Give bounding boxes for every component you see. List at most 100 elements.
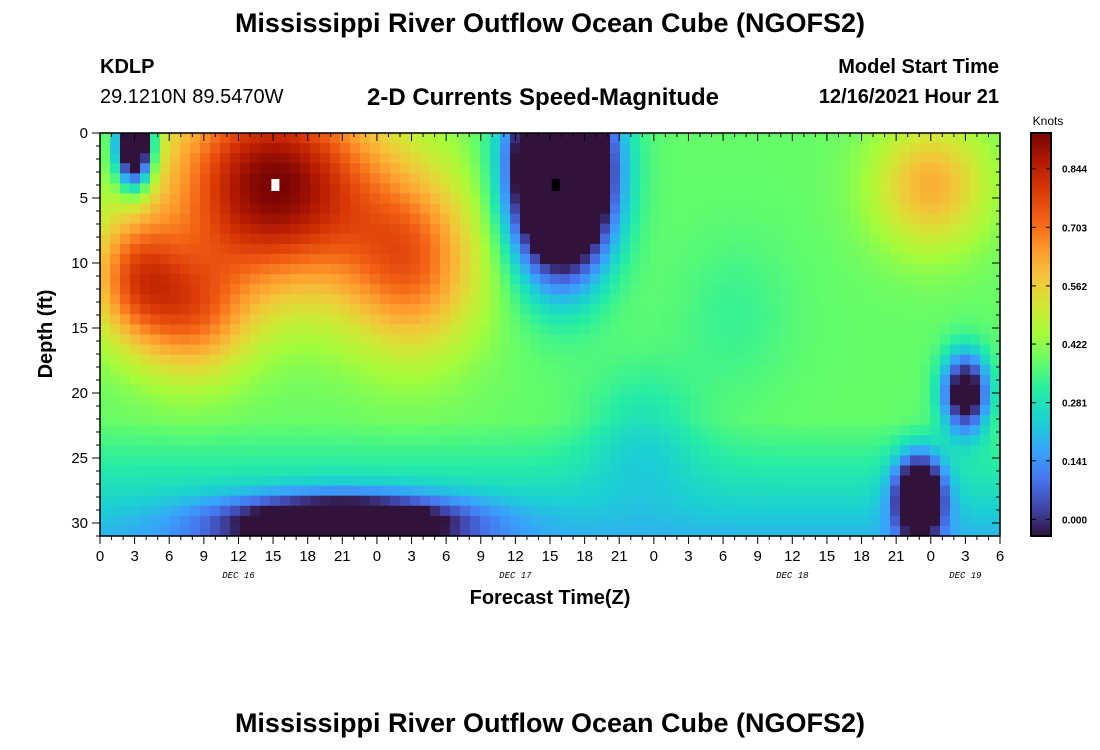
heatmap-cell: [290, 354, 301, 366]
heatmap-cell: [590, 223, 601, 235]
heatmap-cell: [620, 213, 631, 225]
heatmap-cell: [220, 405, 231, 416]
heatmap-cell: [530, 415, 541, 426]
heatmap-cell: [300, 334, 311, 346]
heatmap-cell: [500, 394, 511, 406]
heatmap-cell: [360, 354, 371, 366]
heatmap-cell: [260, 324, 271, 336]
heatmap-cell: [100, 284, 111, 295]
heatmap-cell: [910, 334, 921, 346]
heatmap-cell: [500, 475, 511, 487]
heatmap-cell: [810, 515, 821, 527]
heatmap-cell: [930, 364, 941, 376]
heatmap-cell: [170, 294, 181, 305]
heatmap-cell: [930, 455, 941, 467]
heatmap-cell: [350, 334, 361, 346]
heatmap-cell: [990, 173, 1001, 184]
heatmap-cell: [880, 455, 891, 467]
heatmap-cell: [800, 405, 811, 416]
heatmap-cell: [590, 435, 601, 446]
heatmap-cell: [630, 223, 641, 235]
heatmap-cell: [120, 475, 131, 487]
heatmap-cell: [260, 284, 271, 295]
heatmap-cell: [410, 525, 421, 537]
heatmap-cell: [830, 243, 841, 255]
heatmap-cell: [850, 153, 861, 164]
heatmap-cell: [950, 465, 961, 477]
heatmap-cell: [300, 173, 311, 184]
heatmap-cell: [610, 364, 621, 376]
heatmap-cell: [630, 485, 641, 497]
heatmap-cell: [740, 203, 751, 215]
heatmap-cell: [910, 425, 921, 436]
heatmap-cell: [280, 193, 291, 205]
heatmap-cell: [450, 233, 461, 245]
heatmap-cell: [680, 133, 691, 144]
heatmap-cell: [470, 525, 481, 537]
heatmap-cell: [240, 233, 251, 245]
heatmap-cell: [380, 183, 391, 195]
heatmap-cell: [500, 183, 511, 195]
heatmap-cell: [710, 425, 721, 436]
heatmap-cell: [200, 465, 211, 477]
heatmap-cell: [130, 364, 141, 376]
heatmap-cell: [340, 455, 351, 467]
heatmap-cell: [100, 253, 111, 265]
heatmap-cell: [290, 314, 301, 326]
heatmap-cell: [500, 294, 511, 305]
heatmap-cell: [910, 485, 921, 497]
heatmap-cell: [440, 263, 451, 275]
heatmap-cell: [990, 455, 1001, 467]
heatmap-cell: [440, 324, 451, 336]
heatmap-cell: [800, 475, 811, 487]
heatmap-cell: [440, 405, 451, 416]
heatmap-cell: [620, 173, 631, 184]
heatmap-cell: [230, 505, 241, 517]
heatmap-cell: [140, 233, 151, 245]
heatmap-cell: [720, 485, 731, 497]
heatmap-cell: [780, 354, 791, 366]
heatmap-cell: [930, 284, 941, 295]
heatmap-cell: [760, 233, 771, 245]
heatmap-cell: [450, 415, 461, 426]
heatmap-cell: [660, 193, 671, 205]
heatmap-cell: [510, 384, 521, 396]
heatmap-cell: [770, 455, 781, 467]
heatmap-cell: [690, 515, 701, 527]
heatmap-cell: [590, 455, 601, 467]
heatmap-cell: [680, 455, 691, 467]
heatmap-cell: [920, 253, 931, 265]
heatmap-cell: [110, 415, 121, 426]
heatmap-cell: [290, 193, 301, 205]
heatmap-cell: [350, 183, 361, 195]
heatmap-cell: [890, 133, 901, 144]
heatmap-cell: [790, 475, 801, 487]
heatmap-cell: [340, 223, 351, 235]
heatmap-cell: [890, 475, 901, 487]
heatmap-cell: [710, 203, 721, 215]
heatmap-cell: [630, 193, 641, 205]
heatmap-cell: [470, 183, 481, 195]
heatmap-cell: [130, 233, 141, 245]
heatmap-cell: [850, 133, 861, 144]
heatmap-cell: [640, 133, 651, 144]
heatmap-cell: [410, 143, 421, 154]
heatmap-cell: [710, 243, 721, 255]
heatmap-cell: [200, 153, 211, 164]
heatmap-cell: [150, 243, 161, 255]
heatmap-cell: [460, 465, 471, 477]
heatmap-cell: [750, 294, 761, 305]
heatmap-cell: [750, 223, 761, 235]
heatmap-cell: [850, 274, 861, 285]
heatmap-cell: [240, 415, 251, 426]
heatmap-cell: [790, 243, 801, 255]
heatmap-cell: [590, 525, 601, 537]
heatmap-cell: [470, 294, 481, 305]
heatmap-cell: [860, 445, 871, 456]
heatmap-cell: [880, 163, 891, 174]
heatmap-cell: [360, 173, 371, 184]
heatmap-cell: [830, 253, 841, 265]
heatmap-cell: [180, 193, 191, 205]
heatmap-cell: [600, 143, 611, 154]
heatmap-cell: [600, 173, 611, 184]
